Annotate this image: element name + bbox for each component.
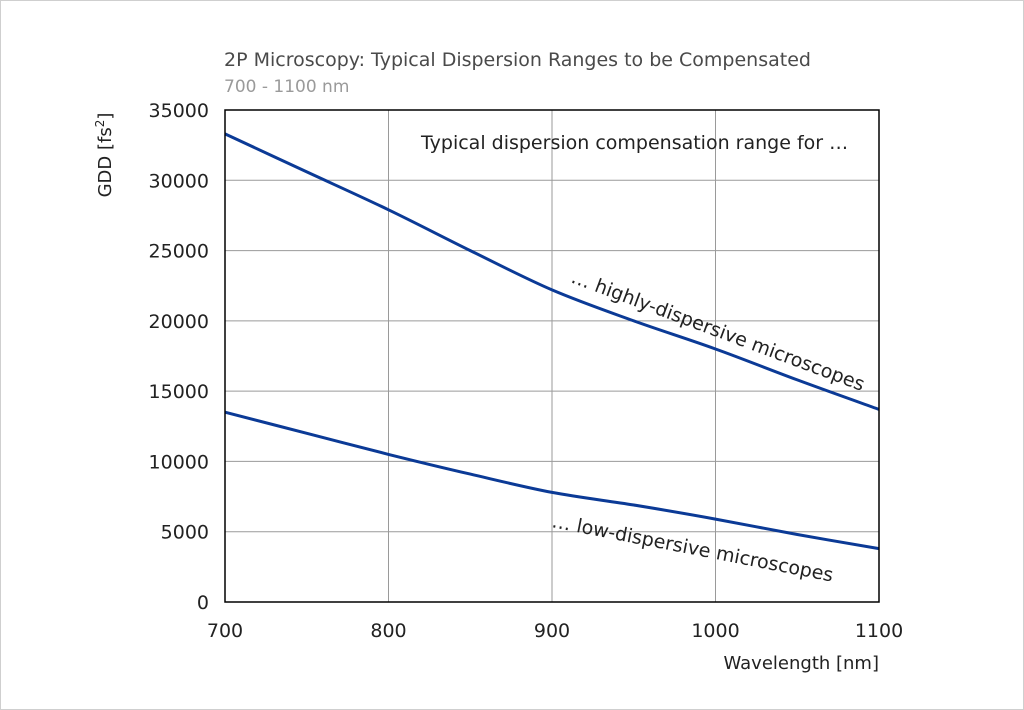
y-axis-label-sup: 2 xyxy=(93,120,107,128)
y-tick-label: 5000 xyxy=(161,522,209,544)
series-line-highly-dispersive xyxy=(224,132,880,411)
series-line-low-dispersive xyxy=(224,410,880,551)
grid xyxy=(225,110,879,602)
x-axis-label: Wavelength [nm] xyxy=(724,653,880,674)
plot-border xyxy=(224,109,880,603)
x-tick-label: 900 xyxy=(534,620,570,642)
y-tick-label: 20000 xyxy=(149,311,209,333)
x-tick-label: 1100 xyxy=(855,620,903,642)
annotation-header: Typical dispersion compensation range fo… xyxy=(420,132,848,154)
chart-title: 2P Microscopy: Typical Dispersion Ranges… xyxy=(224,49,811,71)
y-axis-label-end: ] xyxy=(95,113,116,120)
y-tick-label: 25000 xyxy=(149,241,209,263)
y-axis-label-main: GDD [fs xyxy=(95,127,116,197)
chart-subtitle: 700 - 1100 nm xyxy=(224,77,349,97)
x-tick-label: 700 xyxy=(207,620,243,642)
y-tick-label: 15000 xyxy=(149,381,209,403)
y-tick-label: 10000 xyxy=(149,451,209,473)
tick-labels: 700 800 900 1000 1100 0 5000 10000 15000 20000 250… xyxy=(149,100,904,642)
x-tick-label: 1000 xyxy=(691,620,739,642)
annotation-low: … low-dispersive microscopes xyxy=(550,510,835,586)
x-tick-label: 800 xyxy=(370,620,406,642)
annotation-high: … highly-dispersive microscopes xyxy=(568,266,867,396)
y-tick-label: 0 xyxy=(197,592,209,614)
y-tick-label: 35000 xyxy=(149,100,209,122)
y-axis-label: GDD [fs2] xyxy=(93,113,116,198)
y-tick-label: 30000 xyxy=(149,170,209,192)
series-layer xyxy=(224,132,880,551)
